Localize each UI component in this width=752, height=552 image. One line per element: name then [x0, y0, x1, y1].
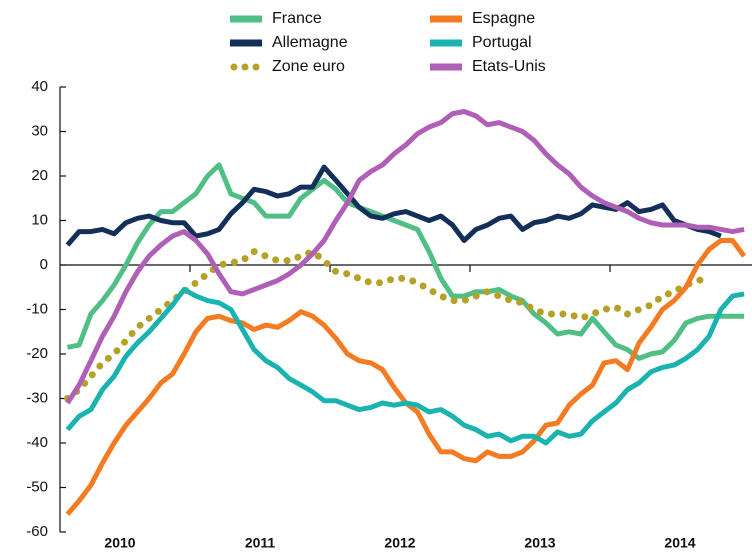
line-series — [65, 109, 745, 405]
line-series — [65, 287, 745, 446]
y-tick-label: 20 — [31, 167, 48, 184]
line-series — [67, 162, 745, 361]
legend-label: Allemagne — [272, 34, 348, 51]
legend-label: Etats-Unis — [472, 58, 546, 75]
x-tick-label: 2013 — [524, 535, 555, 551]
x-tick-label: 2011 — [245, 535, 276, 551]
y-tick-label: -60 — [26, 523, 48, 540]
y-tick-label: 0 — [40, 256, 48, 273]
x-tick-label: 2012 — [384, 535, 415, 551]
legend-label: Zone euro — [272, 58, 345, 75]
y-tick-label: -30 — [26, 389, 48, 406]
y-tick-label: 10 — [31, 211, 48, 228]
x-tick-label: 2010 — [104, 535, 135, 551]
y-tick-label: -10 — [26, 300, 48, 317]
legend-label: Espagne — [472, 10, 535, 27]
legend-label: France — [272, 10, 322, 27]
legend-label: Portugal — [472, 34, 532, 51]
y-tick-label: 30 — [31, 122, 48, 139]
x-tick-label: 2014 — [664, 535, 695, 551]
y-tick-label: -50 — [26, 478, 48, 495]
y-tick-label: -20 — [26, 345, 48, 362]
y-tick-label: 40 — [31, 78, 48, 95]
line-series — [65, 164, 722, 247]
y-tick-label: -40 — [26, 434, 48, 451]
